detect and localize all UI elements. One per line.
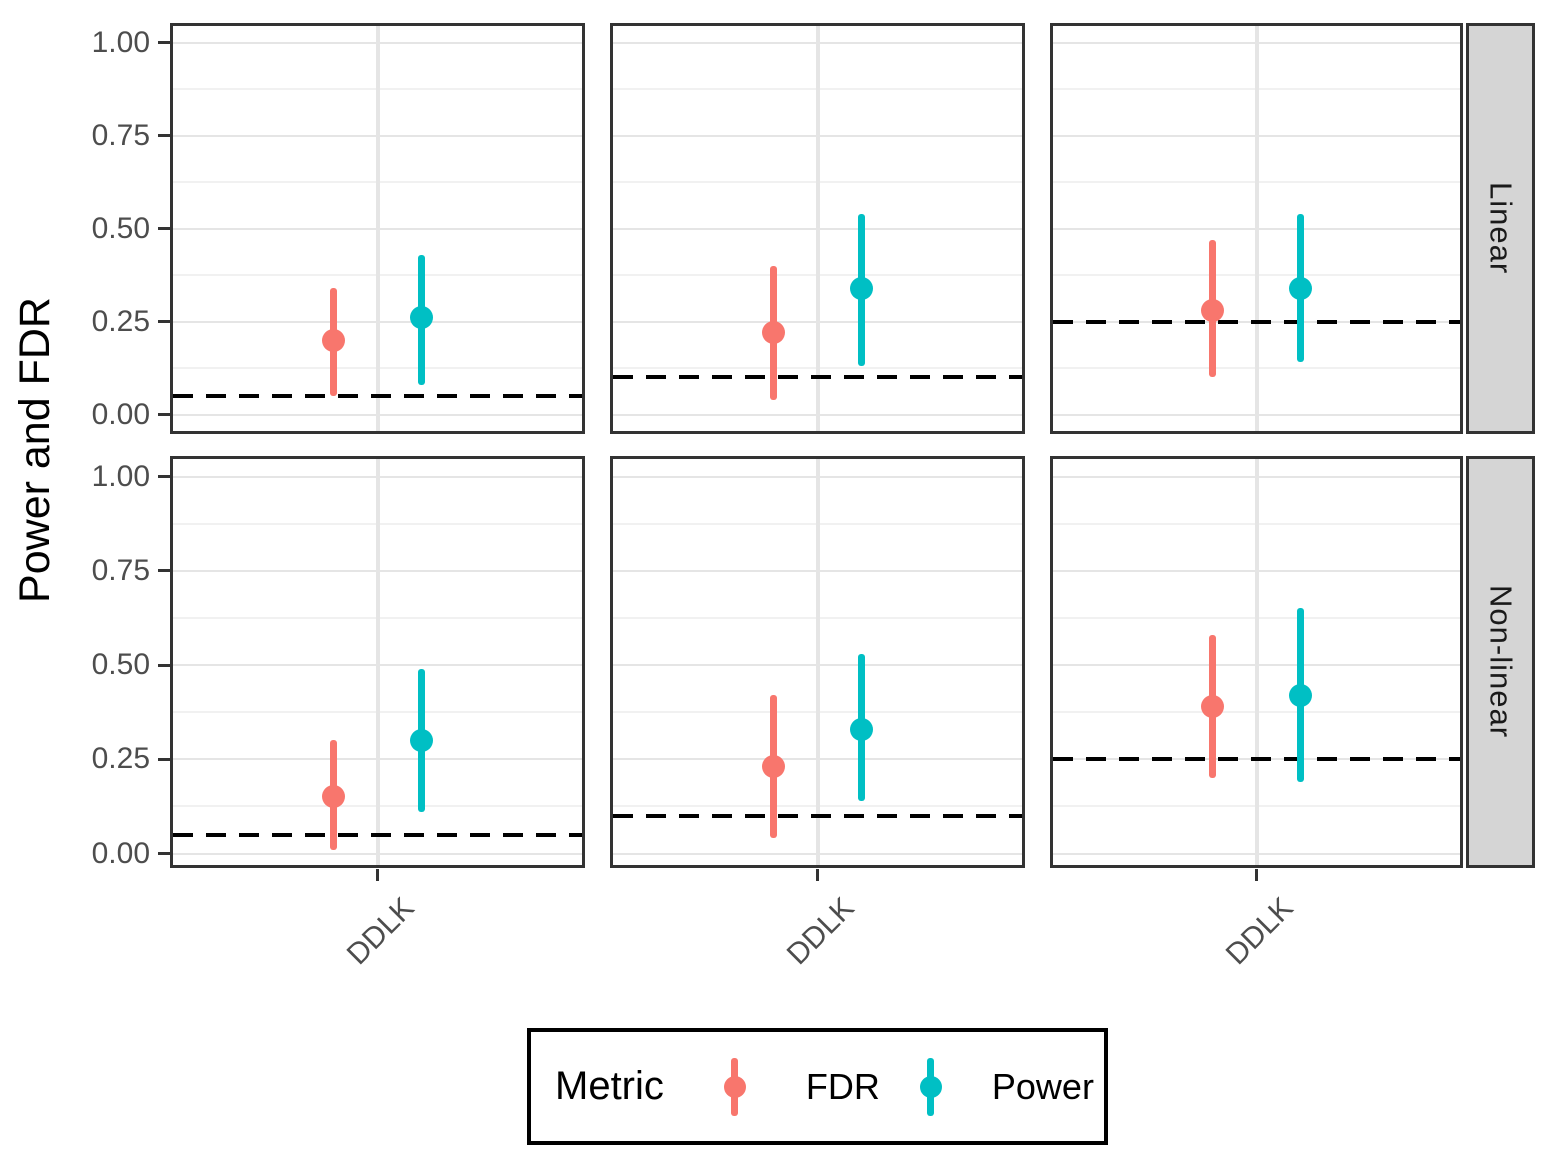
x-axis-tick <box>376 869 379 881</box>
power-point <box>410 728 433 752</box>
power-point <box>1289 276 1312 300</box>
legend-box: Metric FDR Power <box>527 1028 1108 1145</box>
fdr-point <box>322 785 345 809</box>
facet-panel <box>170 456 585 868</box>
dashed-threshold-line <box>173 832 582 837</box>
y-tick-label: 0.50 <box>91 211 150 245</box>
y-tick-label: 0.50 <box>91 648 150 681</box>
fdr-point <box>762 321 785 345</box>
gridline-vertical <box>815 26 820 431</box>
power-point <box>850 717 873 741</box>
y-tick-label: 0.25 <box>91 742 150 776</box>
legend-label-fdr: FDR <box>805 1065 880 1107</box>
facet-panel <box>1050 456 1463 868</box>
gridline-vertical <box>1254 26 1259 431</box>
y-axis-tick <box>158 320 170 323</box>
facet-strip: Non-linear <box>1466 456 1535 868</box>
x-axis-tick <box>1255 869 1258 881</box>
gridline-vertical <box>375 459 380 865</box>
y-axis-tick <box>158 134 170 137</box>
legend-title: Metric <box>555 1064 664 1108</box>
y-axis-tick <box>158 41 170 44</box>
gridline-vertical <box>1254 459 1259 865</box>
dashed-threshold-line <box>1053 757 1460 762</box>
y-tick-label: 0.75 <box>91 118 150 152</box>
y-tick-label: 0.00 <box>91 836 150 870</box>
fdr-key-dot <box>723 1075 746 1098</box>
y-axis-title: Power and FDR <box>11 297 59 603</box>
dashed-threshold-line <box>1053 319 1460 324</box>
y-axis-tick <box>158 475 170 478</box>
dashed-threshold-line <box>173 393 582 398</box>
y-axis-tick <box>158 852 170 855</box>
y-axis-tick <box>158 413 170 416</box>
gridline-vertical <box>815 459 820 865</box>
dashed-threshold-line <box>613 813 1022 818</box>
power-key-dot <box>919 1075 942 1098</box>
facet-panel <box>1050 23 1463 434</box>
fdr-pointrange-icon <box>720 1055 750 1119</box>
facet-strip-label: Linear <box>1483 182 1519 275</box>
y-tick-label: 0.00 <box>91 397 150 431</box>
x-tick-label: DDLK <box>1219 891 1300 972</box>
y-axis-tick <box>158 227 170 230</box>
y-axis-tick <box>158 663 170 667</box>
y-tick-label: 1.00 <box>91 25 150 59</box>
y-axis-tick <box>158 757 170 761</box>
facet-strip-label: Non-linear <box>1483 585 1519 739</box>
legend-label-power: Power <box>991 1065 1094 1107</box>
power-point <box>850 276 873 300</box>
facet-panel <box>170 23 585 434</box>
fdr-point <box>322 328 345 352</box>
power-pointrange-icon <box>916 1055 946 1119</box>
facet-strip: Linear <box>1466 23 1535 434</box>
x-axis-tick <box>816 869 819 881</box>
power-point <box>410 306 433 330</box>
y-tick-label: 0.25 <box>91 304 150 338</box>
fdr-point <box>1201 694 1224 718</box>
y-axis-tick <box>158 569 170 573</box>
facet-panel <box>610 23 1025 434</box>
y-tick-label: 0.75 <box>91 553 150 587</box>
facet-panel <box>610 456 1025 868</box>
gridline-vertical <box>375 26 380 431</box>
y-tick-label: 1.00 <box>91 459 150 493</box>
x-tick-label: DDLK <box>340 891 421 972</box>
dashed-threshold-line <box>613 375 1022 380</box>
fdr-point <box>762 755 785 779</box>
power-point <box>1289 683 1312 707</box>
fdr-point <box>1201 298 1224 322</box>
